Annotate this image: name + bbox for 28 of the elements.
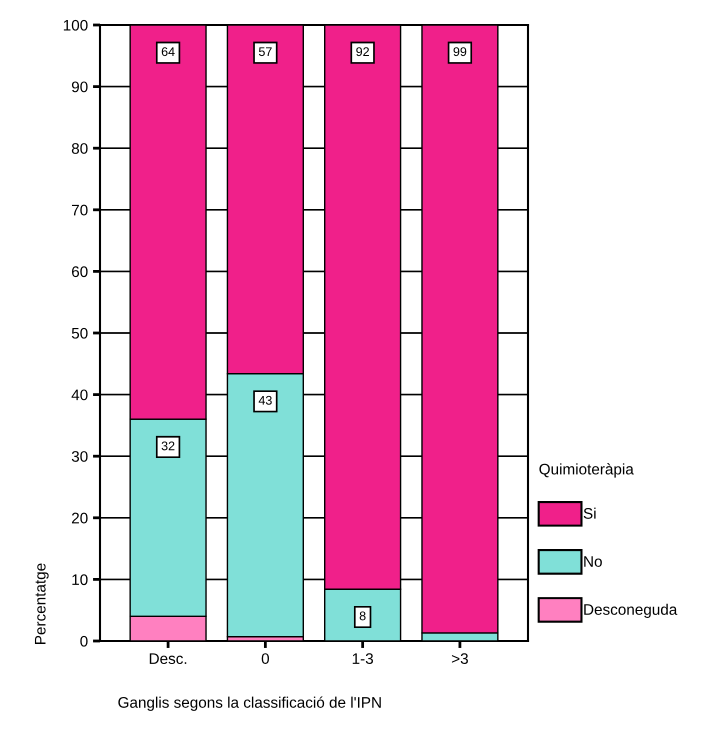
legend-label: Desconeguda bbox=[584, 604, 678, 618]
y-tick-label: 100 bbox=[64, 20, 88, 31]
y-tick-label: 50 bbox=[72, 328, 88, 339]
y-tick-label: 60 bbox=[72, 266, 88, 278]
data-label: 43 bbox=[258, 396, 272, 405]
x-tick-label: 1-3 bbox=[352, 653, 374, 664]
data-label: 32 bbox=[162, 441, 174, 450]
data-label: 92 bbox=[356, 47, 369, 56]
x-axis-title: Ganglis segons la classificació de l'IPN bbox=[118, 696, 381, 711]
y-tick-label: 10 bbox=[72, 574, 88, 586]
y-tick-label: 0 bbox=[80, 636, 88, 647]
x-tick-label: 0 bbox=[262, 653, 270, 664]
y-tick-label: 30 bbox=[72, 451, 88, 462]
y-tick-label: 40 bbox=[72, 389, 88, 400]
y-tick-label: 90 bbox=[72, 81, 88, 92]
y-tick-label: 70 bbox=[72, 204, 88, 216]
data-label: 99 bbox=[454, 47, 466, 56]
data-label: 8 bbox=[360, 611, 366, 620]
legend-label: Si bbox=[584, 508, 596, 519]
x-tick-label: Desc. bbox=[150, 653, 186, 664]
x-tick-label: >3 bbox=[452, 653, 468, 664]
y-tick-label: 20 bbox=[72, 512, 88, 524]
y-axis-title: Percentatge bbox=[34, 564, 49, 644]
legend-label: No bbox=[584, 556, 602, 567]
legend-title: Quimioteràpia bbox=[539, 463, 634, 478]
data-label: 57 bbox=[258, 47, 272, 56]
data-label: 64 bbox=[162, 47, 175, 56]
y-tick-label: 80 bbox=[72, 143, 88, 154]
